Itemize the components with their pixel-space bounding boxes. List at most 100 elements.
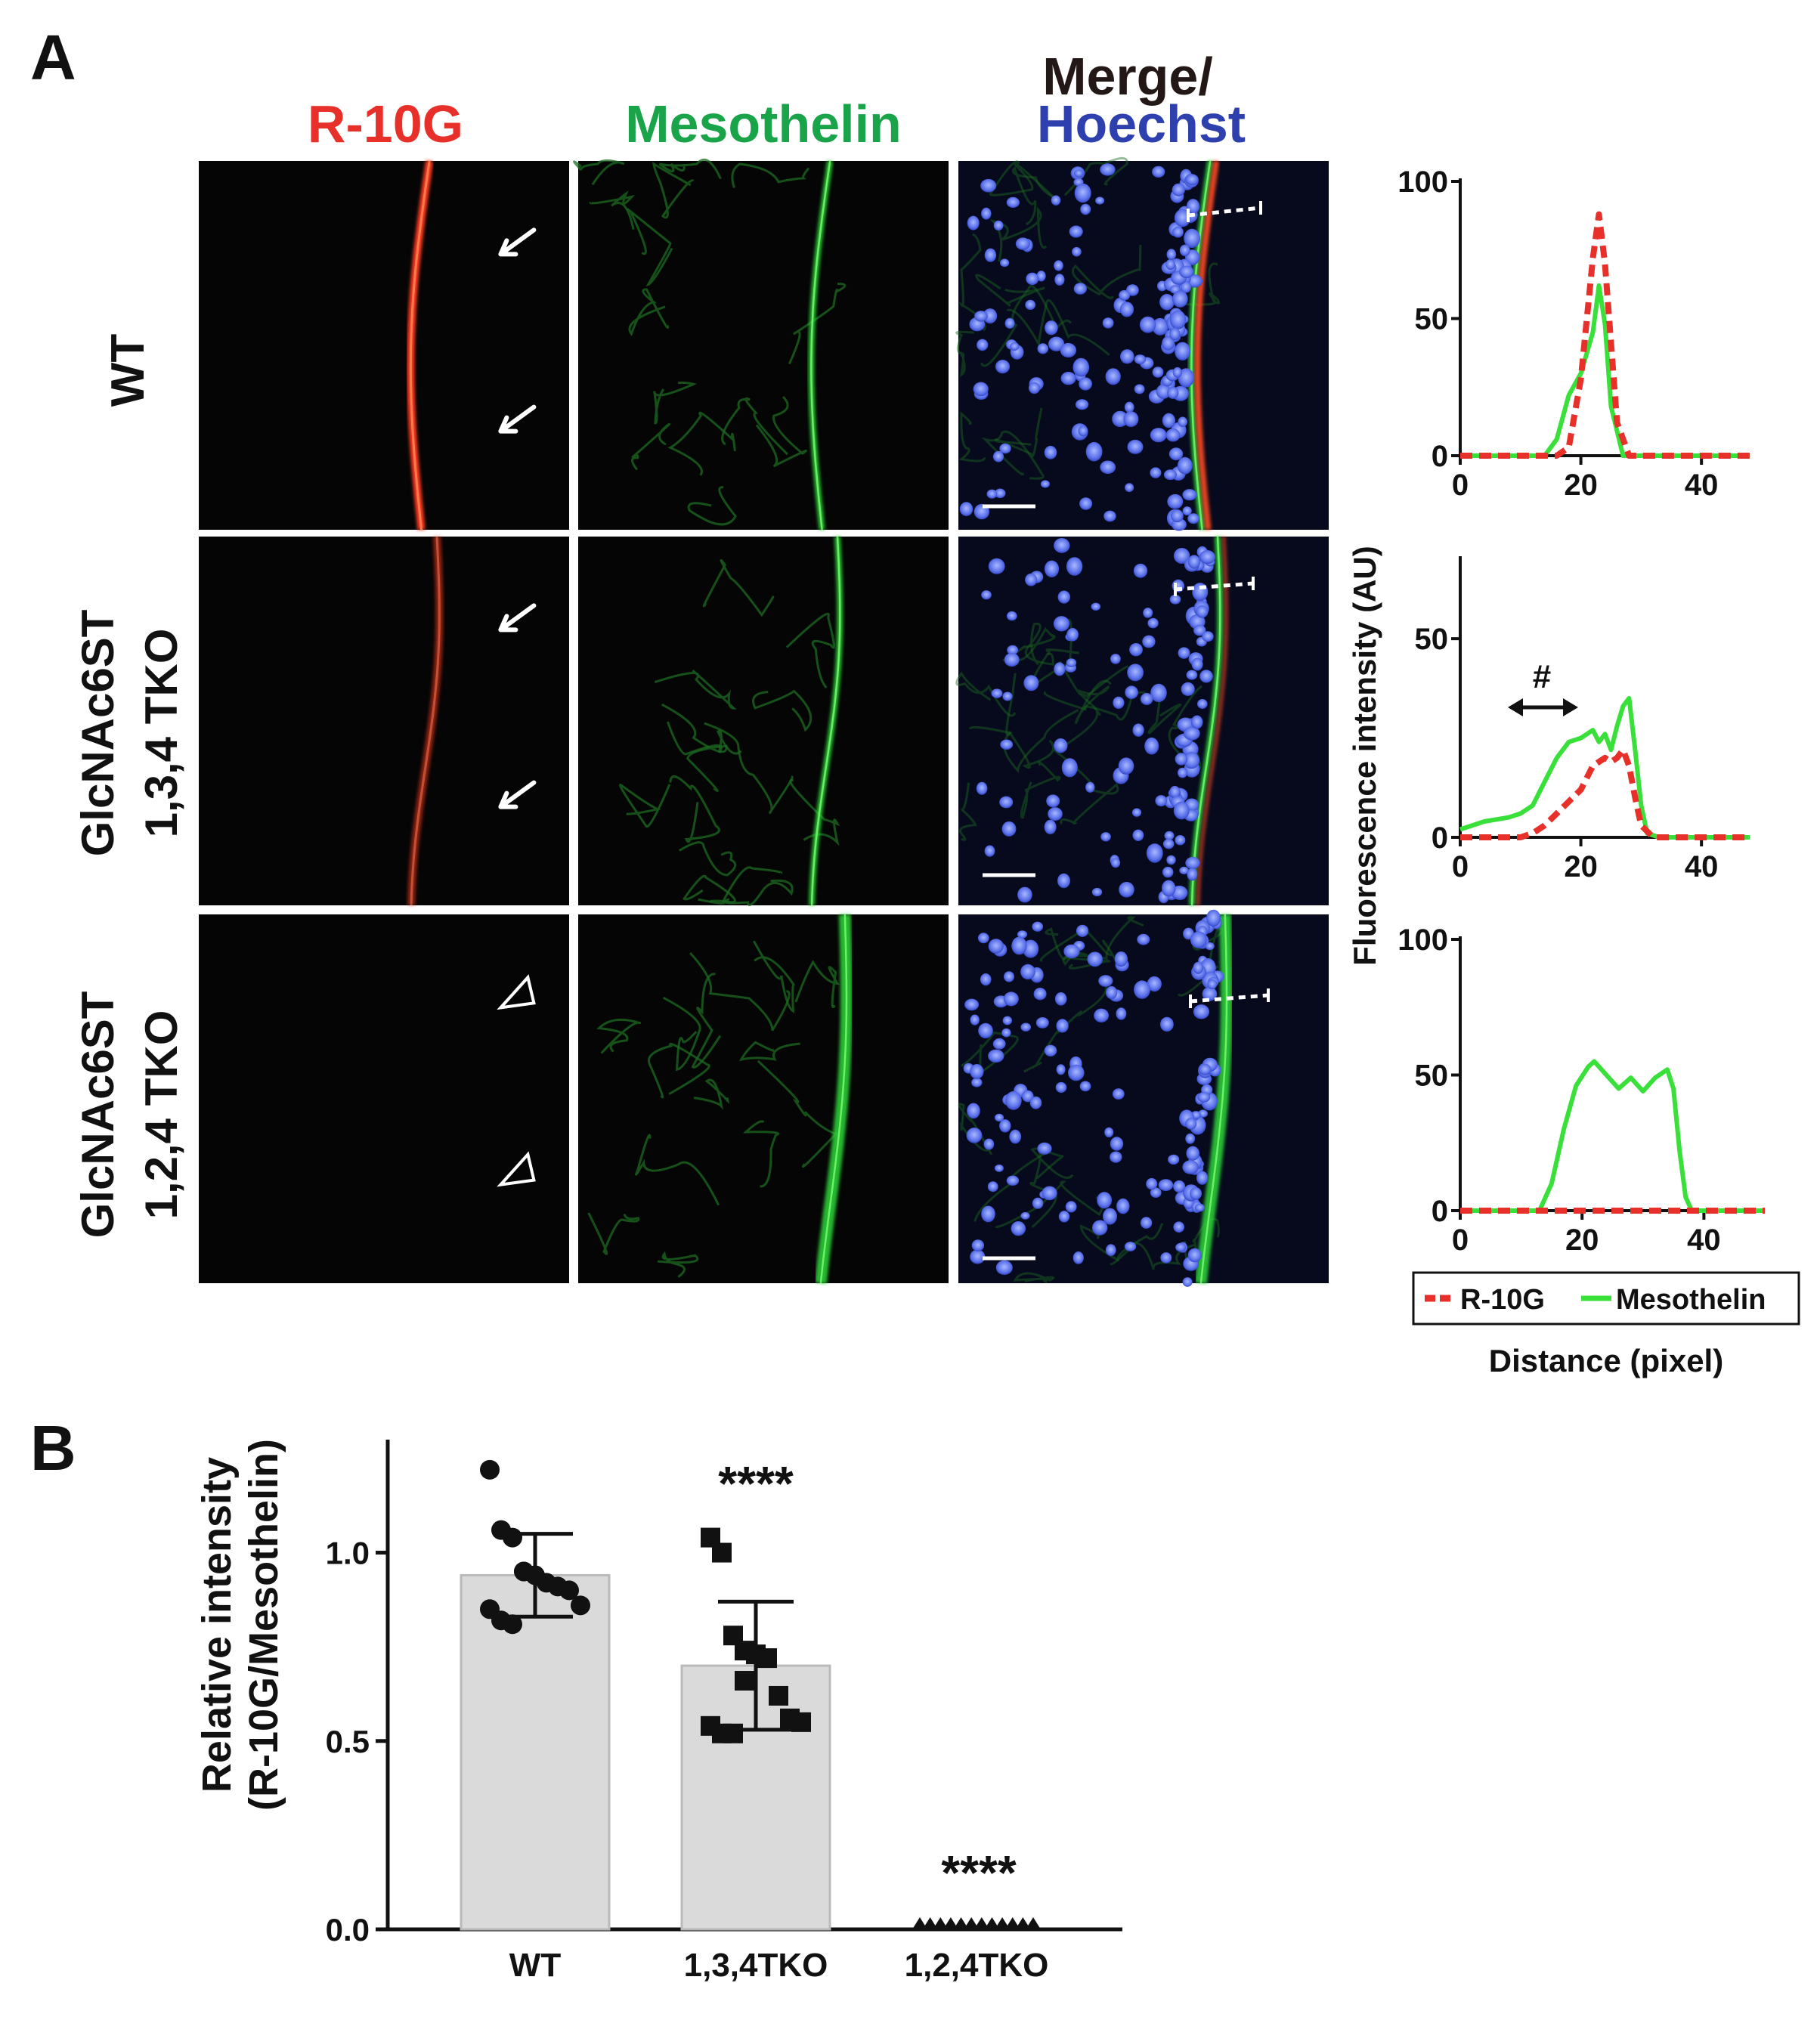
merge-red-signal	[1194, 160, 1220, 531]
nucleus	[1197, 1092, 1211, 1103]
bar-y-tick-label: 0.5	[326, 1724, 370, 1759]
alveolar-network	[731, 162, 810, 188]
data-point	[503, 1614, 522, 1635]
nucleus	[1158, 1179, 1174, 1191]
alveolar-network	[1020, 761, 1061, 819]
alveolar-network	[995, 407, 1043, 458]
series-line-r10g	[1460, 211, 1750, 459]
x-tick-label: 20	[1564, 850, 1598, 883]
nucleus	[1178, 647, 1190, 659]
nucleus	[1207, 979, 1218, 989]
alveolar-network	[1079, 1223, 1164, 1262]
nucleus	[987, 1181, 998, 1193]
nucleus	[1199, 1063, 1212, 1075]
row-label-wt: WT	[102, 334, 154, 407]
nucleus	[964, 998, 980, 1011]
nucleus	[1104, 1127, 1114, 1138]
alveolar-network	[693, 1078, 730, 1110]
series-line-mesothelin	[1459, 696, 1750, 840]
alveolar-network	[757, 1060, 838, 1168]
nucleus	[1159, 293, 1175, 311]
nucleus	[1185, 1118, 1197, 1130]
nucleus	[1160, 1252, 1172, 1264]
nucleus	[1137, 933, 1150, 945]
nucleus	[1193, 961, 1204, 974]
data-point	[942, 1917, 958, 1929]
nucleus	[988, 1049, 1004, 1063]
nucleus	[1193, 1004, 1210, 1019]
panel-b-label: B	[30, 1412, 76, 1483]
micrograph-panel	[199, 161, 569, 530]
data-point	[712, 1542, 732, 1563]
nucleus	[973, 382, 989, 397]
data-point	[953, 1917, 969, 1929]
alveolar-network	[627, 208, 673, 287]
nucleus	[978, 1022, 993, 1038]
nucleus	[1162, 866, 1174, 878]
alveolar-network	[1011, 166, 1058, 226]
nucleus	[1054, 738, 1068, 753]
nucleus	[1112, 410, 1128, 428]
merge-red-signal	[1196, 536, 1228, 906]
alveolar-network	[687, 486, 737, 526]
nucleus	[1054, 992, 1067, 1006]
arrowhead-icon	[497, 974, 536, 1010]
nucleus	[1178, 416, 1187, 427]
nucleus	[1054, 274, 1065, 286]
nucleus	[1100, 832, 1111, 842]
data-point	[1026, 1917, 1041, 1929]
y-tick-label: 100	[1398, 166, 1448, 199]
alveolar-network	[647, 1042, 710, 1099]
line-plots: 0 50 100 0 20 40 0 50 0 20 40 0 50 100 0 20 40	[1398, 166, 1765, 1257]
nucleus	[1194, 1203, 1205, 1212]
nucleus	[1074, 183, 1091, 203]
nucleus	[1095, 196, 1105, 205]
nucleus	[1040, 480, 1050, 488]
nucleus	[1172, 226, 1184, 238]
nucleus	[1055, 1081, 1067, 1094]
nucleus	[1143, 608, 1153, 618]
alveolar-network	[658, 1251, 699, 1278]
nucleus	[1185, 174, 1199, 185]
column-header-merge: Merge/	[1042, 47, 1213, 106]
alveolar-network	[689, 951, 791, 1032]
arrow-icon	[498, 603, 537, 633]
nucleus	[1060, 342, 1077, 358]
nucleus	[1124, 1242, 1137, 1251]
alveolar-network	[959, 782, 977, 841]
nucleus	[1185, 1133, 1196, 1144]
nucleus	[1042, 1186, 1057, 1201]
alveolar-network	[1045, 927, 1111, 970]
bar	[460, 1573, 611, 1931]
nucleus	[1000, 258, 1010, 268]
nucleus	[1186, 1146, 1199, 1161]
nucleus	[1017, 930, 1028, 939]
nucleus	[1169, 594, 1181, 605]
nucleus	[1162, 336, 1175, 351]
alveolar-network	[1177, 262, 1221, 306]
nucleus	[1163, 469, 1178, 481]
nucleus	[1066, 658, 1077, 667]
arrow-icon	[498, 227, 537, 257]
nucleus	[1035, 1017, 1049, 1029]
nucleus	[1166, 249, 1177, 260]
nucleus	[1025, 299, 1036, 310]
nucleus	[992, 1038, 1006, 1050]
nucleus	[1202, 631, 1214, 642]
nucleus	[994, 488, 1006, 499]
nucleus	[1100, 163, 1116, 176]
bar-chart: 0.0 0.5 1.0 WT 1,3,4TKO 1,2,4TKO	[326, 1440, 1122, 1984]
nucleus	[994, 1164, 1004, 1172]
micrograph-panel	[578, 914, 949, 1283]
nucleus	[1206, 909, 1221, 927]
nucleus	[1190, 715, 1203, 729]
nucleus	[1168, 447, 1184, 461]
nucleus	[1044, 560, 1060, 577]
alveolar-network	[652, 162, 695, 219]
alveolar-network	[596, 1018, 642, 1054]
nucleus	[1058, 1211, 1070, 1223]
panel-a-label: A	[30, 22, 76, 93]
nucleus	[1072, 246, 1082, 257]
nucleus	[976, 781, 988, 795]
nucleus	[1010, 342, 1020, 351]
